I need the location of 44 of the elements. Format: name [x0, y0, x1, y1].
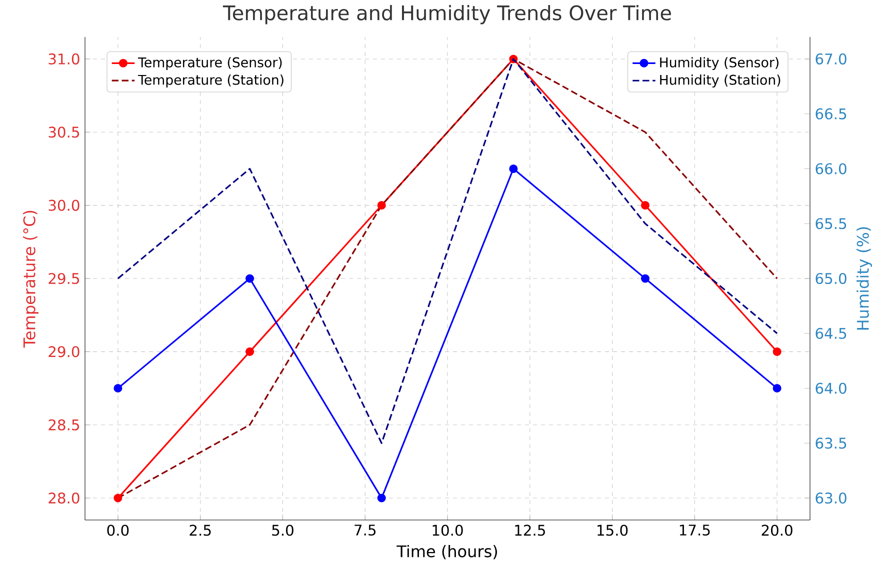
chart-title: Temperature and Humidity Trends Over Time: [222, 4, 671, 24]
y2-tick-label: 66.5: [816, 108, 846, 120]
x-tick-label: 7.5: [354, 524, 376, 536]
y2-tick-label: 64.0: [816, 382, 846, 394]
y-tick-label: 29.0: [48, 346, 80, 358]
point: [114, 384, 122, 393]
point: [377, 201, 386, 210]
y-tick-label: 29.5: [48, 272, 80, 284]
point: [640, 201, 650, 210]
x-tick-label: 20.0: [762, 524, 792, 536]
point: [640, 274, 650, 283]
y2-tick-label: 63.5: [816, 438, 846, 449]
point: [246, 274, 254, 283]
x-tick-label: 15.0: [598, 524, 628, 536]
y-tick-label: 31.0: [48, 53, 80, 65]
legend-label: Temperature (Sensor): [138, 57, 282, 70]
legend-label: Humidity (Station): [660, 74, 780, 88]
y2-tick-label: 65.5: [816, 218, 846, 230]
y2-tick-label: 63.0: [816, 492, 846, 504]
legend-label: Humidity (Sensor): [660, 57, 778, 70]
y-axis-title: Temperature (°C): [23, 210, 38, 348]
y2-tick-label: 67.0: [816, 53, 846, 65]
x-tick-label: 10.0: [432, 524, 463, 536]
point: [772, 384, 782, 393]
point: [509, 164, 518, 173]
y-tick-label: 28.0: [48, 492, 80, 504]
y-tick-label: 30.0: [48, 200, 80, 211]
y2-axis-title: Humidity (%): [856, 227, 872, 330]
point: [114, 494, 122, 502]
x-tick-label: 5.0: [272, 524, 294, 536]
y-tick-label: 30.5: [48, 126, 80, 138]
point: [246, 347, 254, 356]
y2-tick-label: 64.5: [816, 328, 846, 339]
y2-tick-label: 66.0: [816, 163, 846, 174]
x-tick-label: 17.5: [680, 524, 710, 536]
y2-tick-label: 65.0: [816, 272, 846, 284]
point: [377, 494, 386, 502]
legend-label: Temperature (Station): [138, 74, 284, 88]
x-tick-label: 0.0: [107, 524, 129, 536]
x-tick-label: 12.5: [515, 524, 545, 536]
point: [772, 347, 782, 356]
x-axis-title: Time (hours): [396, 544, 497, 560]
x-tick-label: 2.5: [190, 524, 211, 536]
y-tick-label: 28.5: [48, 419, 80, 430]
